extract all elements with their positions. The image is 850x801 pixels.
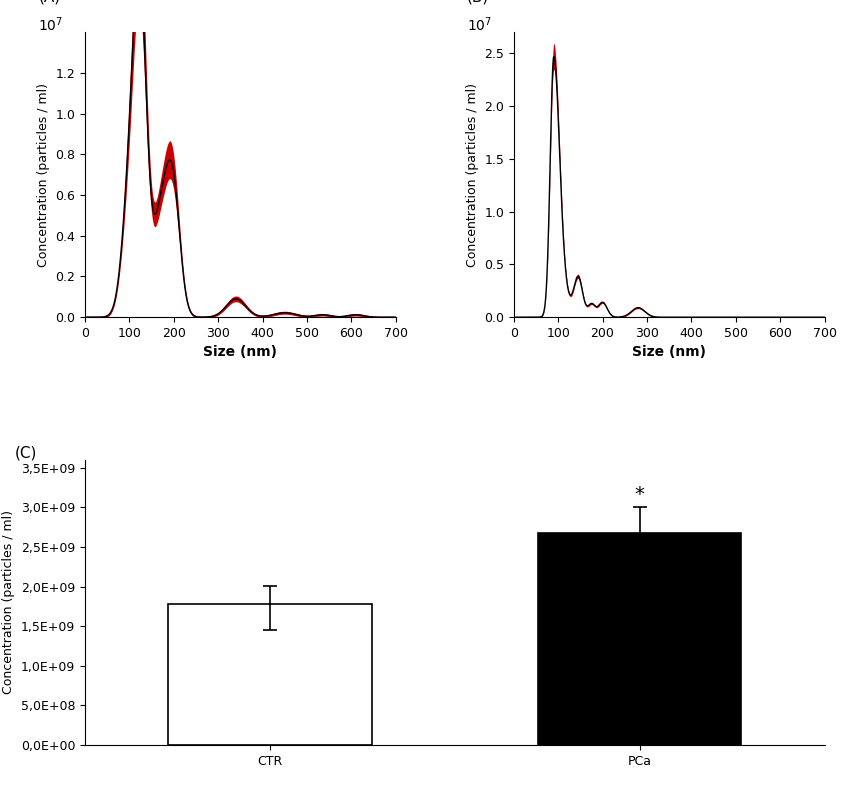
Text: (B): (B) [468, 0, 490, 4]
Text: $10^7$: $10^7$ [468, 15, 492, 34]
Bar [538, 533, 741, 745]
Text: *: * [635, 485, 644, 504]
Text: (A): (A) [38, 0, 60, 4]
Y-axis label: Concentration (particles / ml): Concentration (particles / ml) [37, 83, 49, 267]
Y-axis label: Concentration (particles / ml): Concentration (particles / ml) [3, 510, 15, 694]
Bar [168, 604, 371, 745]
Y-axis label: Concentration (particles / ml): Concentration (particles / ml) [466, 83, 479, 267]
Text: (C): (C) [14, 445, 37, 461]
Text: $10^7$: $10^7$ [38, 15, 64, 34]
X-axis label: Size (nm): Size (nm) [632, 345, 706, 360]
X-axis label: Size (nm): Size (nm) [203, 345, 277, 360]
